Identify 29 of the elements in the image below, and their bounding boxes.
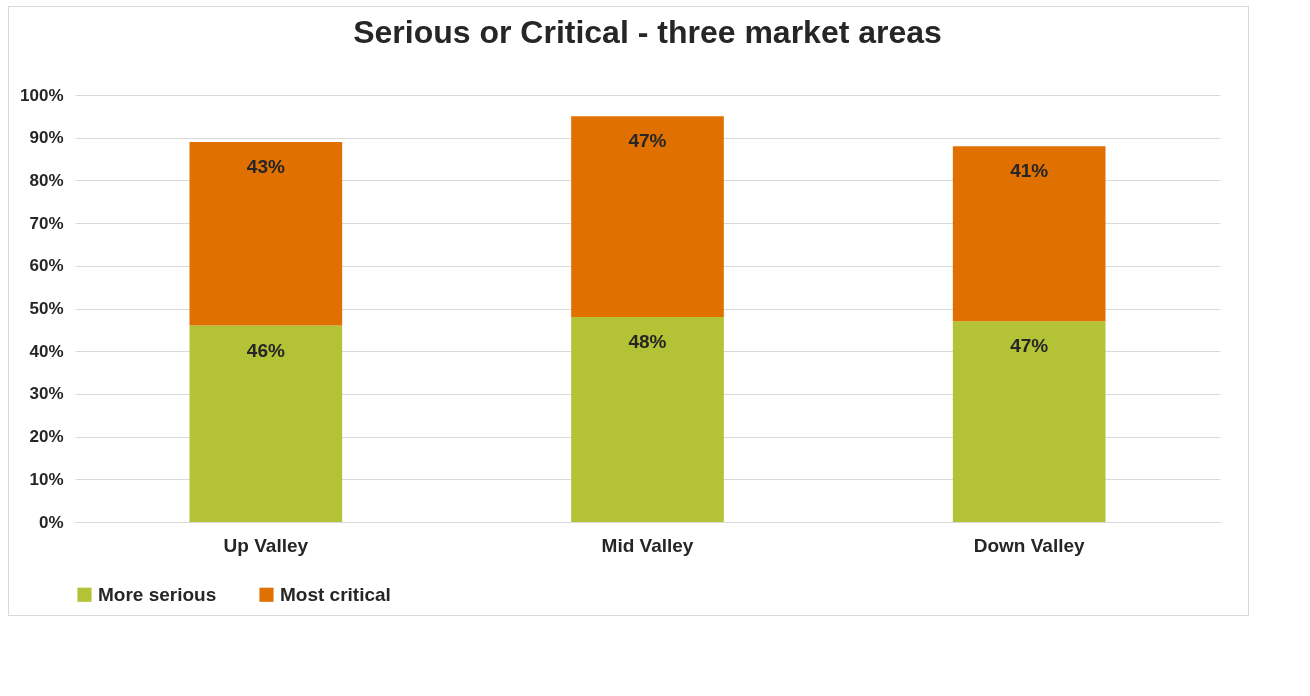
bar [571, 317, 724, 522]
y-tick-label: 90% [29, 128, 64, 148]
data-label: 47% [628, 130, 667, 152]
bar [571, 116, 724, 318]
legend-label: More serious [98, 583, 217, 605]
y-tick-label: 20% [29, 427, 64, 447]
data-label: 46% [246, 339, 285, 361]
bar [952, 146, 1106, 322]
bar [189, 325, 343, 522]
y-tick-label: 40% [29, 341, 64, 361]
y-tick-label: 30% [29, 384, 64, 404]
bar [952, 321, 1106, 522]
chart-title: Serious or Critical - three market areas [353, 14, 942, 50]
data-label: 47% [1010, 335, 1049, 357]
x-tick-label: Up Valley [223, 534, 309, 556]
y-tick-label: 10% [29, 469, 64, 489]
x-tick-label: Mid Valley [601, 534, 694, 556]
bar [189, 141, 343, 326]
legend-label: Most critical [280, 583, 391, 605]
data-label: 43% [246, 155, 285, 177]
data-label: 48% [628, 331, 667, 353]
x-tick-label: Down Valley [973, 534, 1086, 556]
y-tick-label: 80% [29, 170, 64, 190]
y-tick-label: 50% [29, 299, 64, 318]
y-tick-label: 60% [29, 256, 64, 276]
y-tick-label: 0% [38, 512, 64, 532]
y-tick-label: 70% [29, 213, 64, 233]
y-tick-label: 100% [20, 85, 64, 105]
data-label: 41% [1010, 160, 1049, 182]
